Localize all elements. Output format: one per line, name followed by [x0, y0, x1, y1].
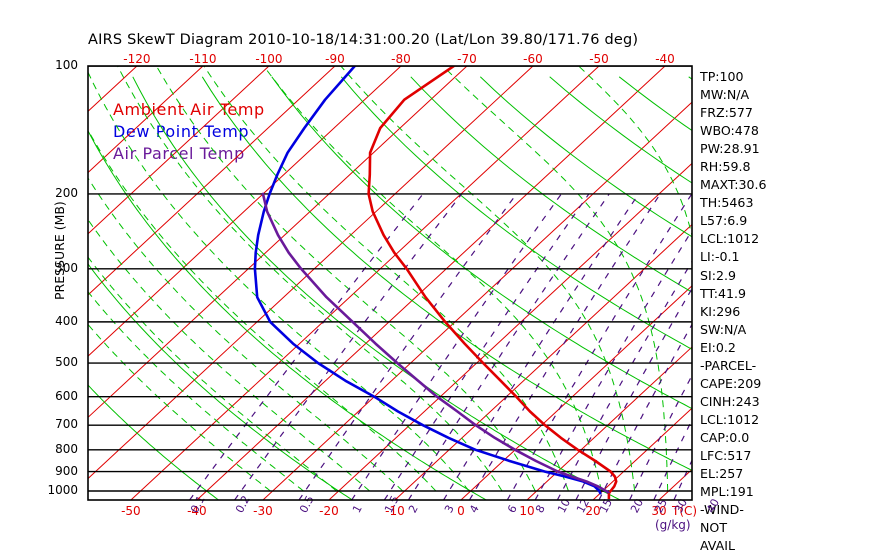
parameter-3: WBO:478 [700, 123, 759, 139]
parameter-23: MPL:191 [700, 484, 754, 500]
parameter-14: SW:N/A [700, 321, 747, 337]
pressure-tick-300: 300 [55, 260, 78, 275]
temp-bottom-tick--20: -20 [319, 504, 339, 518]
parameter-17: CAPE:209 [700, 375, 762, 391]
series-air-parcel-temp [261, 192, 611, 495]
x-axis-mixing-label: (g/kg) [655, 518, 691, 532]
pressure-tick-800: 800 [55, 441, 78, 456]
parameter-22: EL:257 [700, 466, 744, 482]
temp-top-tick--60: -60 [523, 52, 543, 66]
parameter-5: RH:59.8 [700, 159, 751, 175]
parameter-25: NOT [700, 520, 728, 536]
temp-top-tick--40: -40 [655, 52, 675, 66]
parameter-16: -PARCEL- [700, 357, 757, 373]
parameter-13: KI:296 [700, 303, 741, 319]
pressure-tick-400: 400 [55, 313, 78, 328]
temp-top-tick--120: -120 [123, 52, 151, 66]
parameter-11: SI:2.9 [700, 267, 736, 283]
legend-dew-point-temp: Dew Point Temp [113, 122, 250, 141]
parameter-2: FRZ:577 [700, 105, 753, 121]
temp-bottom-tick--40: -40 [187, 504, 207, 518]
temp-top-tick--80: -80 [391, 52, 411, 66]
pressure-tick-900: 900 [55, 463, 78, 478]
series-dew-point-temp [253, 66, 602, 495]
parameter-20: CAP:0.0 [700, 429, 750, 445]
temp-bottom-tick-10: 10 [519, 504, 535, 518]
pressure-tick-700: 700 [55, 417, 78, 432]
parameter-6: MAXT:30.6 [700, 177, 767, 193]
pressure-tick-200: 200 [55, 185, 78, 200]
parameter-18: CINH:243 [700, 393, 760, 409]
temp-top-tick--50: -50 [589, 52, 609, 66]
pressure-tick-600: 600 [55, 388, 78, 403]
pressure-tick-1000: 1000 [47, 482, 78, 497]
pressure-tick-100: 100 [55, 58, 78, 72]
parameter-4: PW:28.91 [700, 141, 760, 157]
temp-bottom-tick--10: -10 [385, 504, 405, 518]
parameter-19: LCL:1012 [700, 411, 760, 427]
parameter-15: EI:0.2 [700, 339, 736, 355]
parameter-12: TT:41.9 [700, 285, 747, 301]
parameter-24: -WIND- [700, 502, 744, 518]
parameter-9: LCL:1012 [700, 231, 760, 247]
temp-top-tick--90: -90 [325, 52, 345, 66]
temp-bottom-tick-0: 0 [457, 504, 465, 518]
temp-top-tick--70: -70 [457, 52, 477, 66]
temp-top-tick--110: -110 [189, 52, 217, 66]
parameter-8: L57:6.9 [700, 213, 748, 229]
parameter-1: MW:N/A [700, 87, 750, 103]
temp-bottom-tick-20: 20 [585, 504, 601, 518]
parameter-list: TP:100 MW:N/A FRZ:577 WBO:478 PW:28.91 RH:59.… [700, 68, 820, 555]
parameter-26: AVAIL [700, 538, 735, 554]
parameter-21: LFC:517 [700, 447, 752, 463]
parameter-0: TP:100 [700, 69, 744, 84]
series-ambient-air-temp [367, 66, 618, 495]
page-title: AIRS SkewT Diagram 2010-10-18/14:31:00.2… [88, 32, 639, 48]
parameter-7: TH:5463 [700, 195, 754, 211]
temp-bottom-tick--50: -50 [121, 504, 141, 518]
temp-bottom-tick-30: 30 [651, 504, 667, 518]
parameter-10: LI:-0.1 [700, 249, 740, 265]
x-axis-temp-label: T(C) [672, 504, 698, 518]
pressure-tick-500: 500 [55, 355, 78, 370]
temp-bottom-tick--30: -30 [253, 504, 273, 518]
temp-top-tick--100: -100 [255, 52, 283, 66]
